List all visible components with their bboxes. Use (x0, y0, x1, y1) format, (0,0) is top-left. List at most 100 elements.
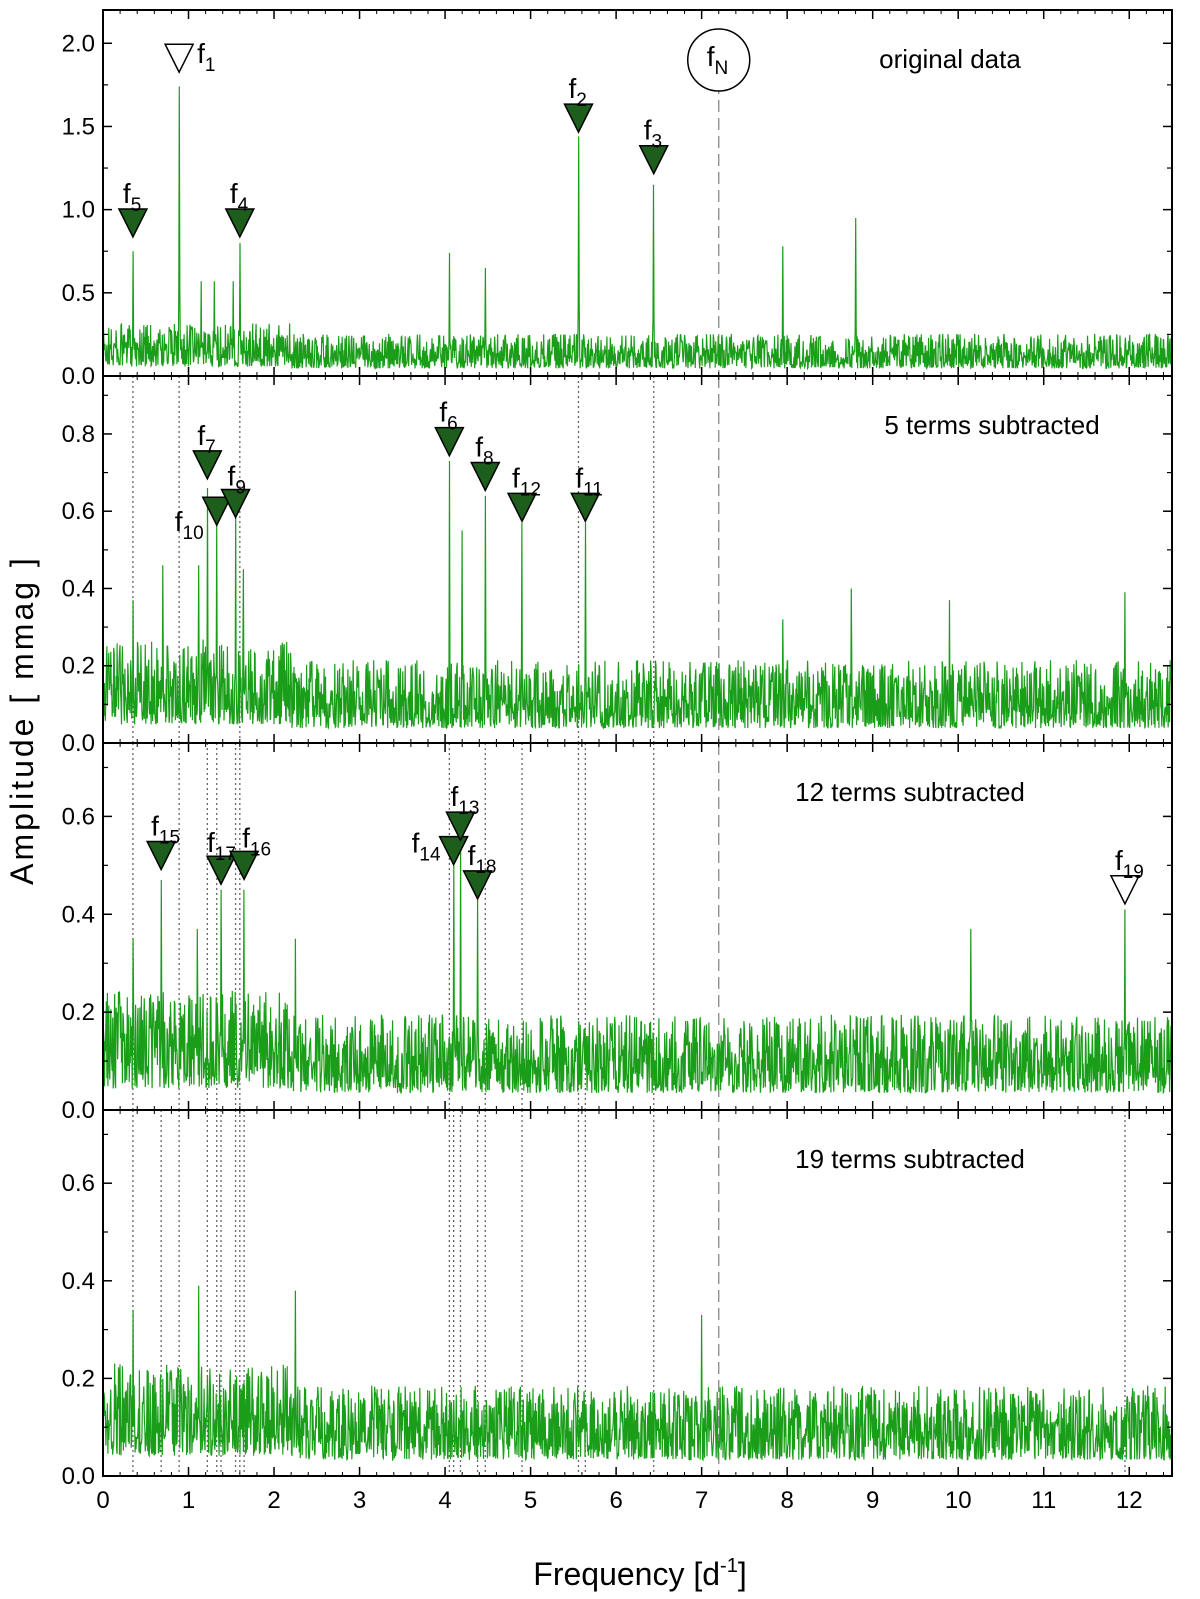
peak-label: f16 (242, 822, 271, 860)
peak-marker-triangle (163, 43, 195, 74)
y-tick-label: 0.2 (62, 999, 95, 1026)
peak-label-name: f (123, 178, 131, 209)
y-tick-label: 0.8 (62, 421, 95, 448)
peak-label-sub: 17 (215, 844, 236, 865)
peak-label-sub: 13 (458, 798, 479, 819)
nyquist-label-sub: N (715, 58, 729, 79)
peak-label-name: f (207, 827, 215, 858)
peak-label-name: f (151, 811, 159, 842)
x-tick-label: 9 (866, 1487, 879, 1514)
peak-label-sub: 14 (419, 845, 441, 866)
panel-label: 12 terms subtracted (795, 777, 1025, 807)
peak-label-name: f (242, 822, 250, 853)
x-tick-label: 6 (609, 1487, 622, 1514)
peak-label-name: f (512, 462, 520, 493)
peak-label-sub: 9 (235, 477, 246, 498)
peak-label-name: f (230, 178, 238, 209)
peak-marker-triangle (192, 450, 223, 481)
panel-4: 0.0 0.2 0.4 0.6 19 terms subtracted (62, 1109, 1173, 1490)
x-tick-label: 2 (267, 1487, 280, 1514)
spectrum-line (103, 840, 1172, 1095)
x-tick-label: 3 (353, 1487, 366, 1514)
y-tick-label: 0.6 (62, 1170, 95, 1197)
peak-label: f14 (412, 828, 441, 866)
peak-marker-triangle (434, 426, 465, 458)
peak-label-sub: 11 (583, 479, 603, 500)
panel-label: 19 terms subtracted (795, 1144, 1025, 1174)
peak-label: f9 (228, 460, 246, 498)
peak-label-sub: 15 (159, 828, 180, 849)
panel-label: 5 terms subtracted (884, 410, 1099, 440)
peak-label-sub: 10 (183, 523, 204, 544)
peak-label: f18 (468, 840, 497, 878)
peak-label: f11 (575, 462, 603, 500)
peak-label: f13 (450, 781, 479, 819)
y-tick-label: 0.4 (62, 1268, 95, 1295)
peak-marker-triangle (570, 492, 601, 524)
peak-label: f19 (1115, 845, 1144, 883)
y-tick-label: 0.0 (62, 363, 95, 390)
x-tick-label: 11 (1031, 1487, 1056, 1514)
peak-label-sub: 16 (250, 839, 271, 860)
x-axis-title: Frequency [d-1] (533, 1555, 746, 1592)
peak-label: f10 (175, 506, 204, 544)
peak-label-sub: 12 (520, 479, 541, 500)
peak-marker-triangle (506, 492, 538, 524)
peak-label: f2 (568, 73, 586, 111)
peak-label-sub: 19 (1123, 862, 1144, 883)
peak-marker-triangle (224, 208, 256, 239)
peak-label: f5 (123, 178, 141, 216)
peak-label-sub: 5 (131, 195, 142, 216)
peak-label: f6 (439, 397, 457, 435)
y-tick-label: 0.6 (62, 803, 95, 830)
peak-label: f12 (512, 462, 541, 500)
y-tick-label: 2.0 (62, 30, 95, 57)
peak-label-name: f (644, 115, 652, 146)
x-tick-label: 10 (945, 1487, 972, 1514)
peak-marker-triangle (438, 835, 469, 867)
peak-label-name: f (468, 840, 476, 871)
peak-label-sub: 3 (652, 132, 663, 153)
y-tick-label: 0.2 (62, 1365, 95, 1392)
peak-marker-triangle (145, 840, 177, 872)
y-tick-label: 0.4 (62, 575, 95, 602)
peak-label: f17 (207, 827, 236, 865)
peak-label-name: f (175, 506, 183, 537)
x-tick-label: 4 (438, 1487, 451, 1514)
peak-marker-triangle (205, 855, 237, 886)
panel-2: 0.00.20.40.60.8 5 terms subtractedf7f10f9… (62, 375, 1173, 757)
peak-label-name: f (575, 462, 583, 493)
peak-label-sub: 8 (483, 448, 494, 469)
peak-label-sub: 4 (238, 195, 249, 216)
peak-label: f7 (197, 420, 215, 458)
peak-marker-triangle (220, 488, 251, 520)
peak-label-name: f (197, 38, 205, 69)
peak-label-name: f (450, 781, 458, 812)
peak-label-sub: 7 (205, 437, 216, 458)
x-axis-title-sup: -1 (720, 1555, 738, 1577)
peak-label-name: f (568, 73, 576, 104)
x-tick-label: 5 (524, 1487, 537, 1514)
peak-marker-triangle (563, 103, 594, 134)
x-tick-label: 8 (780, 1487, 793, 1514)
peak-label-sub: 1 (205, 55, 216, 76)
y-tick-label: 0.0 (62, 730, 95, 757)
nyquist-label-name: f (707, 41, 715, 72)
y-tick-label: 0.5 (62, 280, 95, 307)
peak-marker-triangle (201, 496, 232, 527)
peak-label-sub: 6 (447, 414, 458, 435)
peak-label: f4 (230, 178, 249, 216)
spectrum-line (103, 1285, 1172, 1462)
peak-marker-triangle (638, 144, 669, 176)
peak-label-name: f (475, 431, 483, 462)
peak-marker-triangle (445, 811, 476, 842)
peak-label: f3 (644, 115, 662, 153)
peak-label-name: f (197, 420, 205, 451)
peak-label-name: f (228, 460, 236, 491)
peak-marker-triangle (462, 870, 493, 901)
peak-label-name: f (412, 828, 420, 859)
